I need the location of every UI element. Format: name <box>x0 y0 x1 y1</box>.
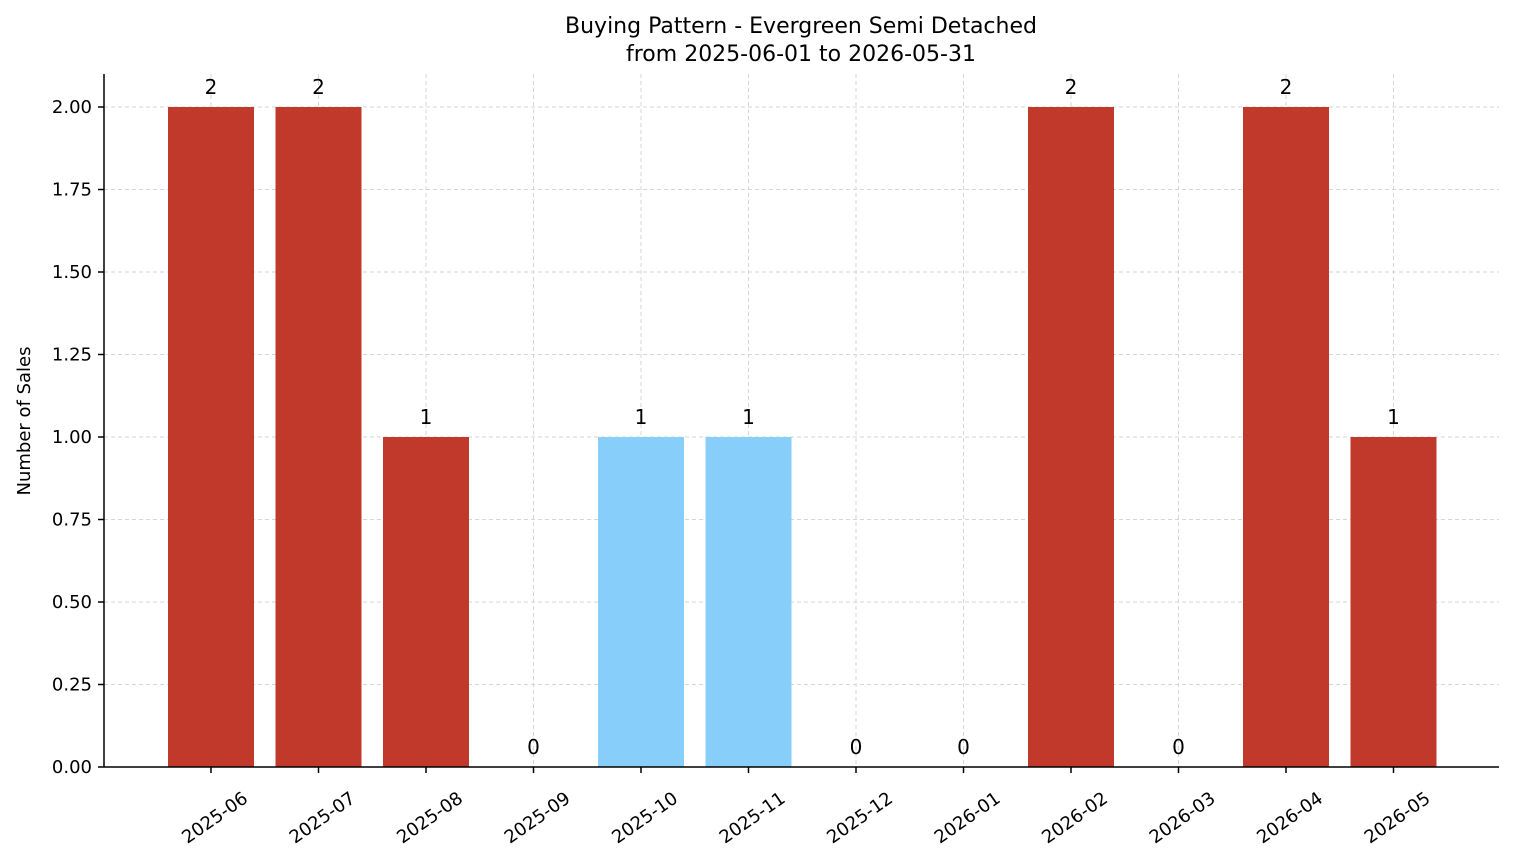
y-tick-label: 1.00 <box>52 427 92 448</box>
x-tick-label: 2026-04 <box>1253 788 1327 848</box>
bar-2025-06 <box>168 107 254 767</box>
data-label: 0 <box>957 735 970 759</box>
x-tick-label: 2025-12 <box>823 788 897 848</box>
x-tick-label: 2025-09 <box>501 788 575 848</box>
data-label: 2 <box>1280 75 1293 99</box>
data-label: 1 <box>635 405 648 429</box>
x-tick-label: 2025-10 <box>608 788 682 848</box>
data-label: 0 <box>850 735 863 759</box>
data-label: 2 <box>1065 75 1078 99</box>
x-axis-ticks: 2025-06 2025-07 2025-08 2025-09 2025-10 2025-… <box>178 767 1434 848</box>
bar-2026-04 <box>1243 107 1329 767</box>
x-tick-label: 2025-08 <box>393 788 467 848</box>
bars <box>168 107 1437 767</box>
data-labels: 2 2 1 0 1 1 0 0 2 0 2 1 <box>205 75 1400 759</box>
bar-2025-07 <box>275 107 362 767</box>
bar-2025-10 <box>598 437 684 767</box>
y-tick-label: 1.25 <box>52 345 92 366</box>
y-tick-label: 1.50 <box>52 262 92 283</box>
data-label: 1 <box>420 405 433 429</box>
x-tick-label: 2025-07 <box>286 788 360 848</box>
y-tick-label: 0.25 <box>52 675 92 696</box>
chart-title: Buying Pattern - Evergreen Semi Detached <box>565 14 1037 39</box>
y-tick-label: 1.75 <box>52 180 92 201</box>
x-tick-label: 2026-03 <box>1146 788 1220 848</box>
bar-2025-11 <box>705 437 792 767</box>
data-label: 0 <box>1172 735 1185 759</box>
x-tick-label: 2026-05 <box>1361 788 1435 848</box>
y-axis-ticks: 0.00 0.25 0.50 0.75 1.00 1.25 1.50 1.75 2.00 <box>52 97 104 778</box>
y-tick-label: 0.50 <box>52 592 92 613</box>
y-axis-label: Number of Sales <box>14 346 35 495</box>
bar-2026-05 <box>1350 437 1437 767</box>
bar-2025-08 <box>383 437 469 767</box>
data-label: 2 <box>312 75 325 99</box>
x-tick-label: 2025-11 <box>716 788 790 848</box>
x-tick-label: 2025-06 <box>178 788 252 848</box>
chart-subtitle: from 2025-06-01 to 2026-05-31 <box>626 42 976 67</box>
data-label: 0 <box>527 735 540 759</box>
y-tick-label: 0.00 <box>52 757 92 778</box>
y-tick-label: 0.75 <box>52 510 92 531</box>
x-tick-label: 2026-02 <box>1038 788 1112 848</box>
data-label: 2 <box>205 75 218 99</box>
data-label: 1 <box>742 405 755 429</box>
bar-2026-02 <box>1028 107 1114 767</box>
y-tick-label: 2.00 <box>52 97 92 118</box>
x-tick-label: 2026-01 <box>931 788 1005 848</box>
data-label: 1 <box>1387 405 1400 429</box>
